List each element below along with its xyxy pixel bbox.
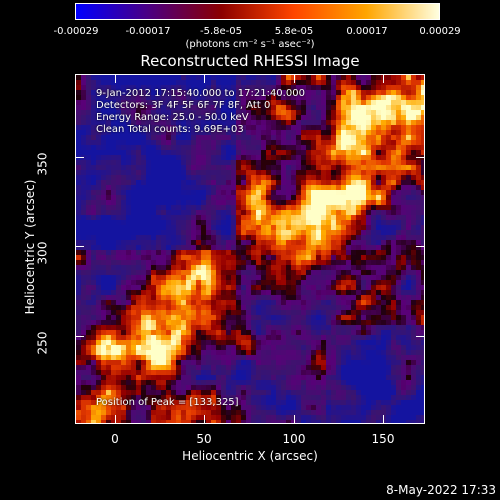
x-axis-label: Heliocentric X (arcsec)	[182, 449, 318, 463]
axis-tick-mark	[75, 246, 84, 247]
axis-tick-mark	[204, 415, 205, 424]
x-tick-label: 0	[111, 432, 119, 446]
axis-tick-mark	[383, 415, 384, 424]
info-peak: Position of Peak = [133,325]	[96, 397, 239, 408]
axis-tick-mark	[294, 74, 295, 83]
info-energy: Energy Range: 25.0 - 50.0 keV	[96, 112, 249, 123]
info-time: 9-Jan-2012 17:15:40.000 to 17:21:40.000	[96, 88, 305, 99]
colorbar-tick: -0.00029	[53, 26, 99, 37]
plot-title: Reconstructed RHESSI Image	[140, 52, 360, 70]
axis-tick-mark	[75, 336, 84, 337]
axis-tick-mark	[383, 74, 384, 83]
axis-tick-mark	[416, 336, 425, 337]
colorbar-tick: 0.00017	[346, 26, 388, 37]
y-axis-label: Heliocentric Y (arcsec)	[23, 179, 37, 315]
y-tick-label: 250	[35, 331, 50, 355]
axis-tick-mark	[204, 74, 205, 83]
axis-tick-mark	[416, 246, 425, 247]
axis-tick-mark	[294, 415, 295, 424]
x-tick-label: 150	[371, 432, 395, 446]
colorbar-tick: 5.8e-05	[274, 26, 314, 37]
timestamp: 8-May-2022 17:33	[386, 483, 496, 497]
axis-tick-mark	[75, 157, 84, 158]
info-clean: Clean Total counts: 9.69E+03	[96, 124, 244, 135]
y-tick-label: 350	[35, 152, 50, 176]
colorbar-unit: (photons cm⁻² s⁻¹ asec⁻²)	[185, 39, 315, 50]
colorbar	[75, 3, 440, 20]
axis-tick-mark	[115, 74, 116, 83]
heatmap-image	[76, 75, 424, 423]
info-detectors: Detectors: 3F 4F 5F 6F 7F 8F, Att 0	[96, 100, 271, 111]
x-tick-label: 100	[282, 432, 306, 446]
axis-tick-mark	[115, 415, 116, 424]
axis-tick-mark	[416, 157, 425, 158]
colorbar-tick: 0.00029	[419, 26, 461, 37]
x-tick-label: 50	[196, 432, 212, 446]
image-plot-area	[75, 74, 425, 424]
colorbar-tick: -0.00017	[125, 26, 171, 37]
colorbar-tick: -5.8e-05	[200, 26, 242, 37]
y-tick-label: 300	[35, 241, 50, 265]
